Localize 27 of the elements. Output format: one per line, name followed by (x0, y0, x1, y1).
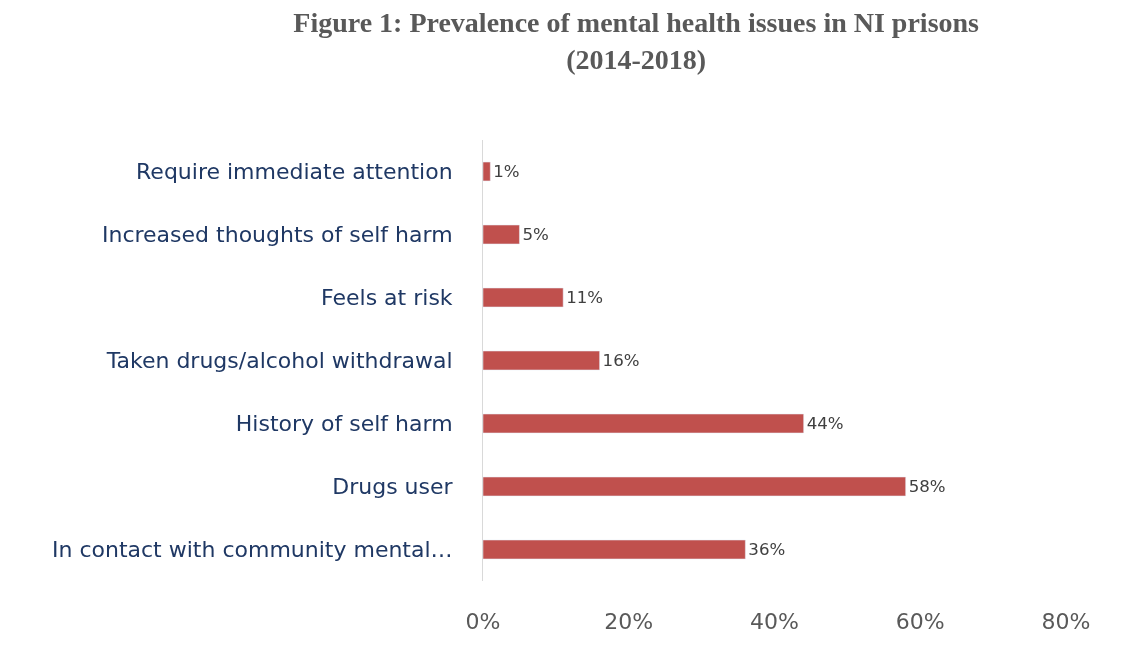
x-tick-label: 80% (1041, 609, 1091, 634)
x-tick-label: 20% (604, 609, 654, 634)
x-tick-label: 60% (895, 609, 945, 634)
data-label: 11% (566, 288, 604, 308)
y-tick-label: Require immediate attention (136, 159, 453, 185)
bar (483, 476, 906, 497)
bar (483, 224, 520, 245)
y-tick-label: In contact with community mental… (51, 537, 453, 563)
y-tick-label: Drugs user (332, 474, 454, 500)
data-label: 58% (908, 477, 946, 497)
y-tick-label: History of self harm (235, 411, 453, 437)
y-tick-label: Increased thoughts of self harm (102, 222, 453, 248)
data-label: 44% (806, 414, 844, 434)
y-tick-label: Taken drugs/alcohol withdrawal (105, 348, 453, 374)
data-label: 1% (493, 162, 520, 182)
bar (483, 161, 491, 182)
data-label: 16% (602, 351, 640, 371)
bar (483, 539, 746, 560)
x-tick-label: 0% (465, 609, 501, 634)
bar (483, 350, 600, 371)
data-label: 36% (748, 540, 786, 560)
bar (483, 413, 804, 434)
bar (483, 287, 564, 308)
data-label: 5% (522, 225, 549, 245)
chart-title: Figure 1: Prevalence of mental health issues in NI prisons (2014-2018) (293, 7, 980, 75)
y-tick-label: Feels at risk (321, 285, 453, 311)
x-tick-label: 40% (750, 609, 799, 634)
